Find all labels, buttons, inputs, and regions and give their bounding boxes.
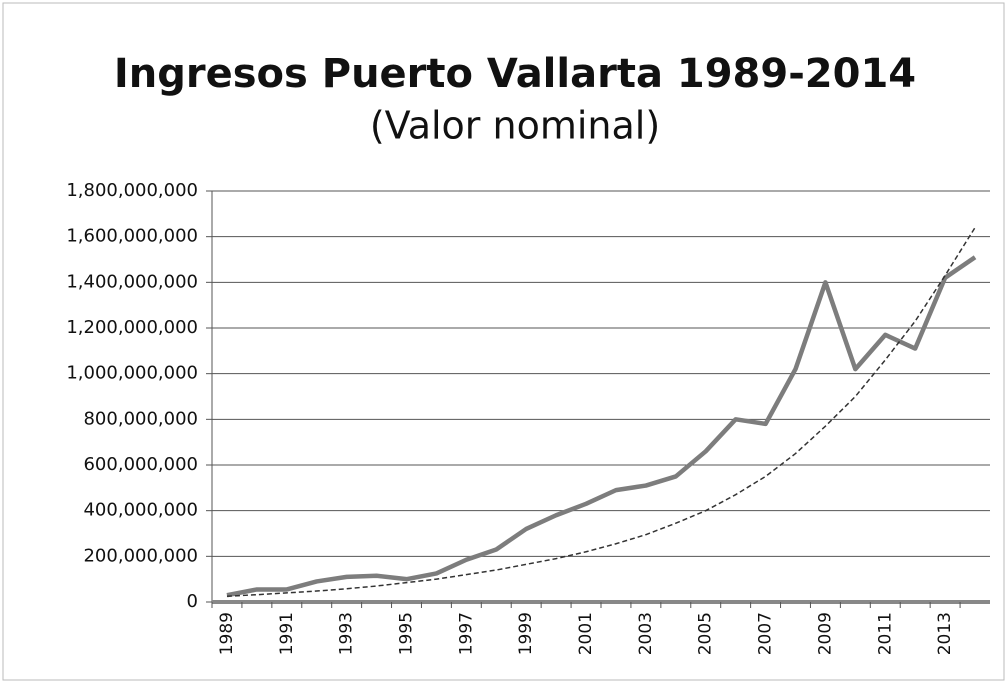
x-tick-label: 2009 xyxy=(815,612,835,655)
y-tick-label: 1,200,000,000 xyxy=(66,317,198,338)
x-tick-label: 2003 xyxy=(636,612,656,655)
x-tick-label: 1997 xyxy=(456,612,476,655)
x-tick-label: 1993 xyxy=(337,612,357,655)
x-tick-label: 2005 xyxy=(696,612,716,655)
y-tick-label: 600,000,000 xyxy=(83,454,198,475)
y-tick-label: 1,600,000,000 xyxy=(66,226,198,247)
x-tick-label: 1989 xyxy=(217,612,237,655)
y-tick-label: 1,800,000,000 xyxy=(66,180,198,201)
x-tick-label: 2007 xyxy=(756,612,776,655)
x-tick-label: 2011 xyxy=(875,612,895,655)
chart-subtitle: (Valor nominal) xyxy=(370,104,660,148)
data-line xyxy=(226,227,976,598)
chart-title: Ingresos Puerto Vallarta 1989-2014 xyxy=(114,51,916,97)
x-tick-label: 2001 xyxy=(576,612,596,655)
x-tick-label: 1995 xyxy=(397,612,417,655)
y-tick-label: 0 xyxy=(187,591,198,612)
y-tick-label: 400,000,000 xyxy=(83,500,198,521)
data-line xyxy=(226,255,977,598)
x-tick-label: 1999 xyxy=(516,612,536,655)
y-tick-label: 1,400,000,000 xyxy=(66,271,198,292)
y-tick-label: 200,000,000 xyxy=(83,545,198,566)
x-tick-label: 2013 xyxy=(935,612,955,655)
x-tick-label: 1991 xyxy=(277,612,297,655)
y-tick-label: 1,000,000,000 xyxy=(66,363,198,384)
y-tick-label: 800,000,000 xyxy=(83,408,198,429)
